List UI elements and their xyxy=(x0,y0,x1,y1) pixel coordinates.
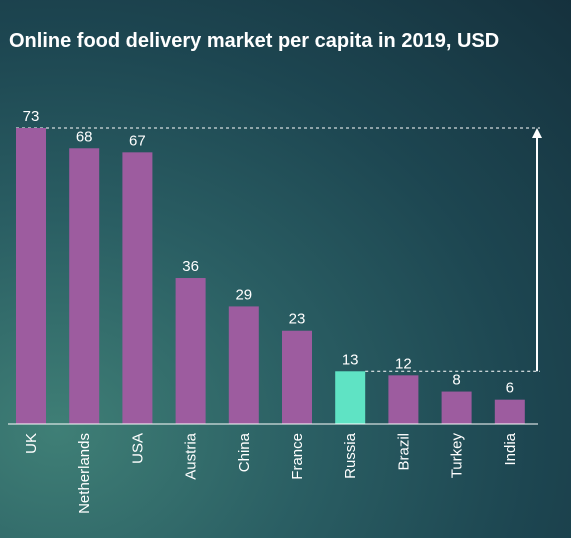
category-label-russia: Russia xyxy=(342,432,359,479)
value-label-turkey: 8 xyxy=(452,372,460,389)
bar-china xyxy=(228,306,259,424)
bar-turkey xyxy=(441,391,472,424)
category-label-brazil: Brazil xyxy=(395,433,412,471)
bar-usa xyxy=(122,152,153,424)
category-label-austria: Austria xyxy=(183,432,200,479)
category-label-turkey: Turkey xyxy=(449,433,466,479)
bar-uk xyxy=(16,128,46,424)
bar-russia xyxy=(335,371,366,424)
value-label-uk: 73 xyxy=(23,108,40,125)
value-label-brazil: 12 xyxy=(395,355,412,372)
category-label-india: India xyxy=(502,432,519,465)
chart-title: Online food delivery market per capita i… xyxy=(9,30,500,52)
value-label-netherlands: 68 xyxy=(76,128,93,145)
category-label-china: China xyxy=(236,432,253,472)
bar-india xyxy=(494,399,525,424)
category-label-uk: UK xyxy=(23,433,40,454)
bar-france xyxy=(282,330,312,424)
value-label-austria: 36 xyxy=(182,258,199,275)
value-label-usa: 67 xyxy=(129,132,146,149)
bar-netherlands xyxy=(69,148,100,424)
category-label-france: France xyxy=(289,433,306,480)
bar-austria xyxy=(175,278,206,424)
difference-arrow-head xyxy=(532,128,542,138)
value-label-india: 6 xyxy=(506,380,514,397)
bar-brazil xyxy=(388,375,419,424)
value-label-china: 29 xyxy=(235,286,252,303)
value-label-russia: 13 xyxy=(342,351,359,368)
value-label-france: 23 xyxy=(289,311,306,328)
category-label-usa: USA xyxy=(129,433,146,464)
category-label-netherlands: Netherlands xyxy=(76,433,93,514)
